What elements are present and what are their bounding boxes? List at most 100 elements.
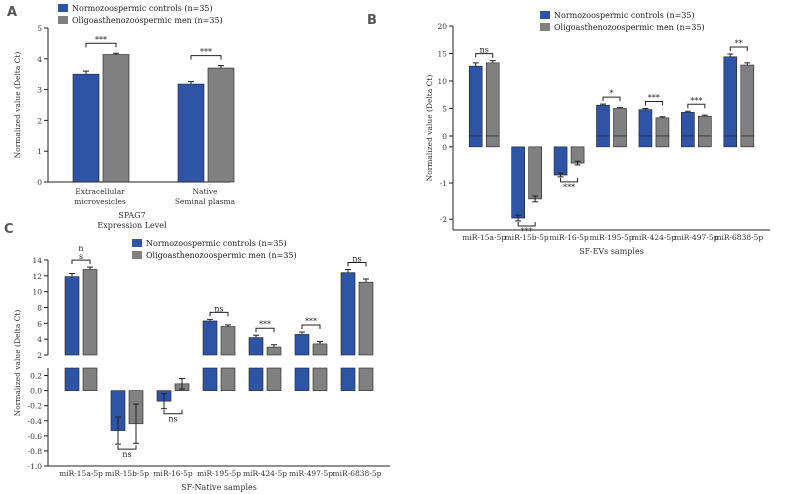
panel-b-bar-6-controls-lower bbox=[681, 135, 695, 148]
panel-c-bar-4-controls-lower bbox=[202, 367, 218, 391]
panel-b-sig-bracket-5 bbox=[644, 101, 663, 106]
panel-c-sig-bracket-4 bbox=[209, 311, 229, 317]
panel-a-ytick-label: 4 bbox=[37, 55, 42, 64]
panel-c-bar-4-patients-upper bbox=[220, 326, 236, 356]
panel-b-sig-bracket-4 bbox=[602, 96, 621, 102]
panel-b-ytick-upper-label: 0 bbox=[442, 132, 447, 141]
panel-b-bar-1-patients-upper bbox=[485, 62, 500, 137]
panel-b-bar-3-controls bbox=[553, 146, 568, 176]
panel-c-bar-6-controls-lower bbox=[294, 367, 310, 391]
panel-c-sig-label-1-2: s bbox=[79, 252, 83, 261]
panel-b-ytick-upper-label: 15 bbox=[437, 50, 447, 59]
panel-c-ytick-upper-label: 4 bbox=[37, 335, 42, 344]
panel-c-bar-4-controls-upper bbox=[202, 320, 218, 356]
panel-a-letter: A bbox=[7, 5, 17, 20]
panel-c-ytick-lower-label: 0.0 bbox=[30, 387, 42, 396]
panel-c-y-label: Normalized value (Delta Ct) bbox=[13, 310, 22, 417]
panel-c-legend-label-2: Oligoasthenozoospermic men (n=35) bbox=[146, 251, 297, 260]
panel-b-bar-4-patients-lower bbox=[613, 135, 627, 148]
panel-c-sig-label-2-1: ns bbox=[122, 450, 131, 459]
panel-b-bar-7-controls-lower bbox=[723, 135, 738, 148]
panel-c-ytick-lower-label: -0.6 bbox=[28, 432, 43, 441]
panel-b-ytick-lower-label: -2 bbox=[440, 215, 448, 224]
panel-b-xtick-label-6: miR-497-5p bbox=[674, 233, 718, 242]
panel-b-bar-7-patients-upper bbox=[740, 64, 755, 137]
panel-c-sig-bracket-7 bbox=[347, 262, 367, 267]
panel-b-bar-1-controls-lower bbox=[468, 135, 483, 148]
panel-b-bar-3-patients bbox=[570, 146, 585, 164]
panel-a-sig-label-1: *** bbox=[95, 35, 107, 44]
panel-a-bar-2-controls bbox=[177, 83, 205, 183]
panel-b-legend-swatch-2 bbox=[540, 23, 550, 31]
panel-c-xtick-label-5: miR-424-5p bbox=[243, 469, 287, 478]
panel-b-ytick-upper-label: 10 bbox=[437, 77, 447, 86]
panel-c-ytick-lower-label: -1.0 bbox=[28, 462, 43, 471]
panel-c-bar-1-patients-lower bbox=[82, 367, 98, 391]
panel-c-ytick-lower-label: -0.4 bbox=[28, 417, 43, 426]
panel-b-sig-label-6-1: *** bbox=[690, 96, 702, 105]
panel-b-bar-6-controls-upper bbox=[681, 112, 695, 137]
panel-b-legend-label-2: Oligoasthenozoospermic men (n=35) bbox=[554, 23, 705, 32]
panel-c-bar-4-patients-lower bbox=[220, 367, 236, 391]
panel-c-xtick-label-7: miR-6838-5p bbox=[333, 469, 382, 478]
panel-b-xtick-label-7: miR-6838-5p bbox=[714, 233, 763, 242]
panel-b-sig-bracket-1 bbox=[475, 53, 494, 58]
panel-a-legend-label-2: Oligoasthenozoospermic men (n=35) bbox=[72, 16, 223, 25]
panel-b-bar-4-patients-upper bbox=[613, 108, 627, 137]
panel-c-legend-swatch-1 bbox=[132, 239, 142, 247]
panel-a-xtick-label-2b: Seminal plasma bbox=[175, 197, 236, 206]
panel-b-bar-4-controls-lower bbox=[596, 135, 610, 148]
panel-c-bar-6-patients-lower bbox=[312, 367, 328, 391]
panel-b-xtick-label-2: miR-15b-5p bbox=[505, 233, 549, 242]
panel-c-bar-7-controls-lower bbox=[340, 367, 356, 391]
panel-c-letter: C bbox=[4, 222, 14, 237]
panel-b-ytick-upper-label: 5 bbox=[442, 105, 447, 114]
panel-c-sig-bracket-1 bbox=[71, 259, 91, 265]
panel-b-bar-5-controls-upper bbox=[638, 109, 653, 137]
panel-c-bar-1-controls-lower bbox=[64, 367, 80, 391]
panel-c-xtick-label-1: miR-15a-5p bbox=[59, 469, 103, 478]
panel-b-bar-5-patients-lower bbox=[655, 135, 670, 148]
panel-a-legend-swatch-2 bbox=[58, 16, 68, 24]
panel-b-x-title: SF-EVs samples bbox=[579, 247, 644, 256]
panel-b-sig-label-1-1: ns bbox=[480, 46, 489, 55]
panel-b-ytick-lower-label: -1 bbox=[440, 179, 447, 188]
panel-b-bar-1-controls-upper bbox=[468, 65, 483, 137]
panel-c-ytick-upper-label: 2 bbox=[37, 351, 42, 360]
panel-b-legend-label-1: Normozoospermic controls (n=35) bbox=[554, 11, 695, 20]
panel-a-x-title: SPAG7 bbox=[118, 211, 145, 220]
panel-b-sig-bracket-3 bbox=[560, 177, 579, 183]
panel-a-xtick-label-1a: Extracellular bbox=[75, 187, 125, 196]
panel-c-bar-6-patients-upper bbox=[312, 343, 328, 356]
panel-c-sig-label-7-1: ns bbox=[352, 255, 361, 264]
panel-c-sig-label-5-1: *** bbox=[259, 320, 271, 329]
panel-a-sig-label-2: *** bbox=[200, 48, 212, 57]
panel-b-sig-label-4-1: * bbox=[610, 89, 614, 98]
panel-c-sig-bracket-2 bbox=[117, 445, 137, 450]
panel-c-bar-1-patients-upper bbox=[82, 269, 98, 356]
panel-b-bar-2-controls bbox=[511, 146, 525, 219]
panel-c-ytick-upper-label: 10 bbox=[32, 288, 42, 297]
panel-a-xtick-label-1b: microvesicles bbox=[74, 197, 126, 206]
panel-b-sig-label-3-1: *** bbox=[563, 183, 575, 192]
panel-a-ytick-label: 1 bbox=[37, 147, 42, 156]
panel-c-sig-label-3-1: ns bbox=[168, 415, 177, 424]
panel-b-bar-4-controls-upper bbox=[596, 104, 610, 137]
panel-c-ytick-upper-label: 6 bbox=[37, 319, 42, 328]
panel-c-sig-bracket-6 bbox=[301, 324, 321, 330]
panel-b-bar-6-patients-lower bbox=[698, 135, 712, 148]
panel-c-legend-label-1: Normozoospermic controls (n=35) bbox=[146, 239, 287, 248]
panel-b-bar-7-patients-lower bbox=[740, 135, 755, 148]
panel-c-ytick-lower-label: -0.2 bbox=[28, 402, 43, 411]
panel-c-xtick-label-3: miR-16-5p bbox=[153, 469, 193, 478]
panel-c-bar-6-controls-upper bbox=[294, 334, 310, 356]
panel-c-bar-7-controls-upper bbox=[340, 272, 356, 356]
panel-a-x-title-2: Expression Level bbox=[97, 221, 167, 230]
panel-a-bar-1-controls bbox=[72, 73, 100, 183]
panel-b-xtick-label-1: miR-15a-5p bbox=[462, 233, 506, 242]
panel-b-letter: B bbox=[367, 13, 377, 28]
panel-b-xtick-label-4: miR-195-5p bbox=[589, 233, 633, 242]
panel-c-sig-bracket-5 bbox=[255, 327, 275, 333]
panel-c-ytick-upper-label: 12 bbox=[32, 272, 42, 281]
